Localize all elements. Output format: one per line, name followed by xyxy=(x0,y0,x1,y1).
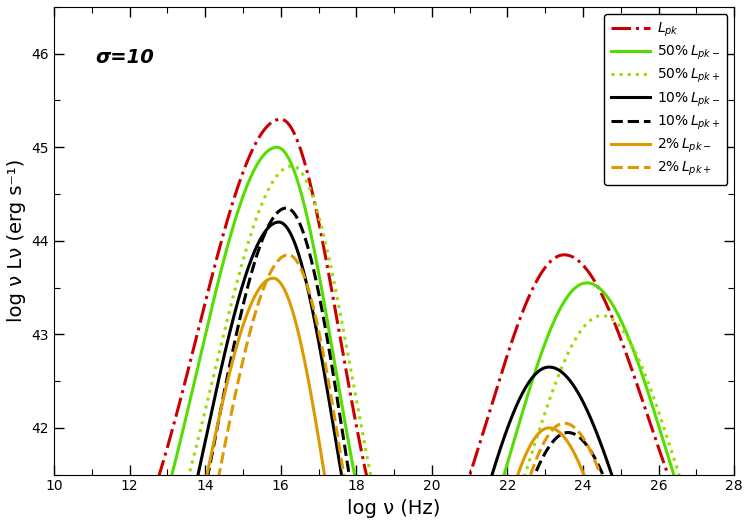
$50\%\, L_{pk+}$ xyxy=(675,472,684,479)
$10\%\, L_{pk-}$ xyxy=(274,219,284,225)
$50\%\, L_{pk-}$ xyxy=(166,476,176,482)
$L_{pk}$ xyxy=(665,476,674,482)
$2\%\, L_{pk-}$ xyxy=(550,426,559,432)
$2\%\, L_{pk-}$ xyxy=(244,306,254,312)
$50\%\, L_{pk-}$ xyxy=(272,144,281,150)
$2\%\, L_{pk+}$ xyxy=(214,476,223,482)
$2\%\, L_{pk+}$ xyxy=(214,476,223,482)
$10\%\, L_{pk-}$ xyxy=(609,476,618,482)
$50\%\, L_{pk-}$ xyxy=(200,337,208,343)
$10\%\, L_{pk+}$ xyxy=(562,429,571,436)
$50\%\, L_{pk-}$ xyxy=(670,476,680,482)
$50\%\, L_{pk+}$ xyxy=(676,476,685,482)
$2\%\, L_{pk-}$ xyxy=(248,297,257,303)
$50\%\, L_{pk+}$ xyxy=(617,326,626,332)
Y-axis label: log ν Lν (erg s⁻¹): log ν Lν (erg s⁻¹) xyxy=(7,159,26,322)
$50\%\, L_{pk-}$ xyxy=(213,282,222,288)
$2\%\, L_{pk-}$ xyxy=(261,278,270,285)
$10\%\, L_{pk+}$ xyxy=(304,247,313,254)
$10\%\, L_{pk+}$ xyxy=(325,349,334,355)
$2\%\, L_{pk+}$ xyxy=(597,475,606,481)
$10\%\, L_{pk+}$ xyxy=(334,404,343,410)
$2\%\, L_{pk-}$ xyxy=(559,433,568,439)
$L_{pk}$ xyxy=(276,116,285,122)
$50\%\, L_{pk-}$ xyxy=(653,419,662,425)
$10\%\, L_{pk-}$ xyxy=(534,369,543,375)
$10\%\, L_{pk-}$ xyxy=(193,476,202,482)
Line: $2\%\, L_{pk-}$: $2\%\, L_{pk-}$ xyxy=(206,278,586,479)
$50\%\, L_{pk-}$ xyxy=(214,276,223,282)
Legend: $L_{pk}$, $50\%\, L_{pk-}$, $50\%\, L_{pk+}$, $10\%\, L_{pk-}$, $10\%\, L_{pk+}$: $L_{pk}$, $50\%\, L_{pk-}$, $50\%\, L_{p… xyxy=(604,14,728,185)
Line: $L_{pk}$: $L_{pk}$ xyxy=(158,119,670,479)
$10\%\, L_{pk-}$ xyxy=(548,364,557,371)
$10\%\, L_{pk+}$ xyxy=(202,476,211,482)
$50\%\, L_{pk+}$ xyxy=(287,163,296,169)
$L_{pk}$ xyxy=(656,450,664,456)
$2\%\, L_{pk-}$ xyxy=(202,476,211,482)
$2\%\, L_{pk+}$ xyxy=(305,291,314,297)
Line: $10\%\, L_{pk-}$: $10\%\, L_{pk-}$ xyxy=(197,222,614,479)
X-axis label: log ν (Hz): log ν (Hz) xyxy=(347,499,441,518)
$50\%\, L_{pk-}$ xyxy=(301,207,310,213)
Line: $50\%\, L_{pk-}$: $50\%\, L_{pk-}$ xyxy=(171,147,675,479)
$L_{pk}$ xyxy=(470,458,478,464)
$10\%\, L_{pk+}$ xyxy=(328,366,337,373)
Line: $2\%\, L_{pk+}$: $2\%\, L_{pk+}$ xyxy=(218,255,602,479)
$50\%\, L_{pk-}$ xyxy=(670,474,679,480)
$2\%\, L_{pk+}$ xyxy=(219,449,228,456)
$10\%\, L_{pk-}$ xyxy=(607,470,616,476)
$2\%\, L_{pk-}$ xyxy=(268,275,278,281)
$L_{pk}$ xyxy=(604,304,613,311)
$L_{pk}$ xyxy=(230,194,239,201)
$50\%\, L_{pk+}$ xyxy=(620,329,628,335)
$2\%\, L_{pk+}$ xyxy=(217,457,226,464)
$L_{pk}$ xyxy=(350,409,358,415)
$2\%\, L_{pk+}$ xyxy=(284,251,292,258)
$10\%\, L_{pk-}$ xyxy=(305,294,314,300)
Line: $50\%\, L_{pk+}$: $50\%\, L_{pk+}$ xyxy=(188,166,680,479)
Text: σ=10: σ=10 xyxy=(94,48,154,67)
Line: $10\%\, L_{pk+}$: $10\%\, L_{pk+}$ xyxy=(207,208,604,479)
$10\%\, L_{pk-}$ xyxy=(486,476,495,482)
$L_{pk}$ xyxy=(542,262,551,269)
$10\%\, L_{pk+}$ xyxy=(298,228,307,235)
$2\%\, L_{pk+}$ xyxy=(598,476,607,482)
$2\%\, L_{pk+}$ xyxy=(314,327,323,333)
$10\%\, L_{pk-}$ xyxy=(238,281,248,287)
$10\%\, L_{pk-}$ xyxy=(232,300,242,307)
$50\%\, L_{pk+}$ xyxy=(608,316,616,322)
$2\%\, L_{pk-}$ xyxy=(206,456,214,463)
$2\%\, L_{pk-}$ xyxy=(512,476,520,482)
$2\%\, L_{pk-}$ xyxy=(581,476,590,482)
$10\%\, L_{pk+}$ xyxy=(282,205,291,211)
$50\%\, L_{pk+}$ xyxy=(184,476,193,482)
$L_{pk}$ xyxy=(154,476,163,482)
$10\%\, L_{pk+}$ xyxy=(600,476,609,482)
$50\%\, L_{pk+}$ xyxy=(352,396,361,403)
$50\%\, L_{pk+}$ xyxy=(202,402,211,408)
